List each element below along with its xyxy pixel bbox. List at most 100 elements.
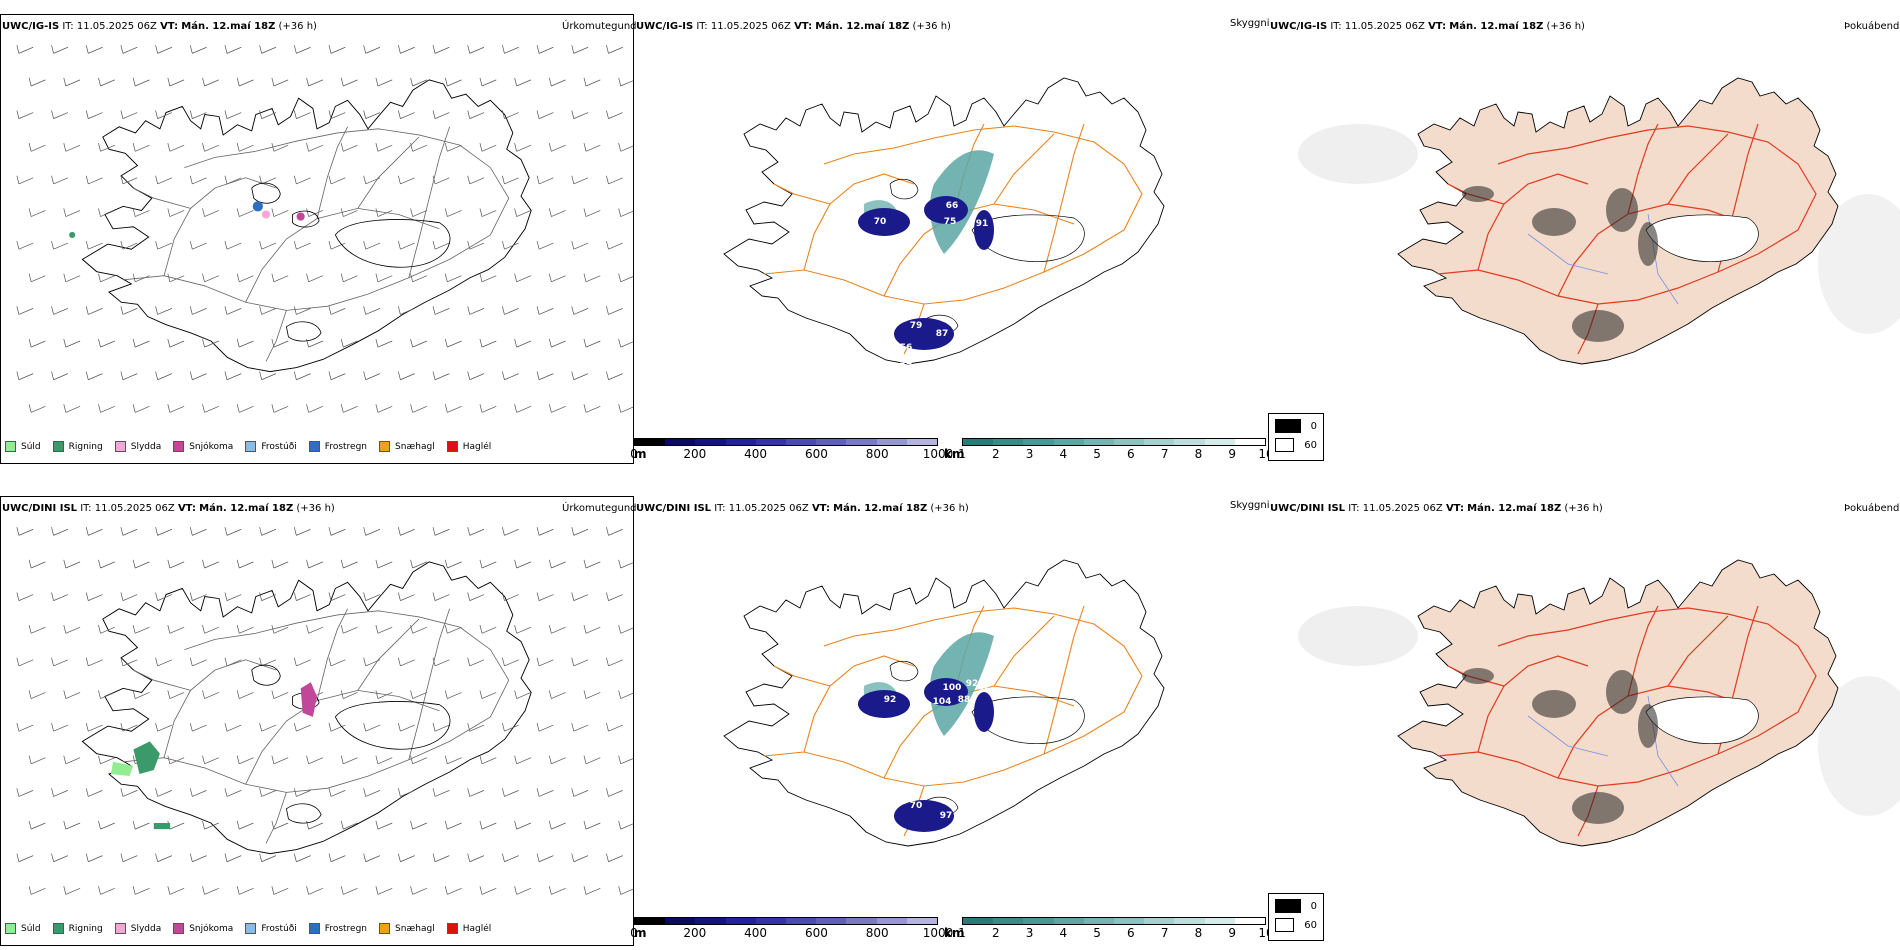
wind-barb: [259, 527, 277, 536]
wind-barb: [98, 143, 115, 152]
colorbar-cell: [1083, 439, 1115, 445]
colorbar-cell: [876, 918, 907, 924]
wind-barb: [63, 404, 81, 413]
legend-label: Rigning: [68, 923, 103, 934]
wind-barb: [85, 110, 103, 119]
wind-barb: [189, 240, 207, 250]
height-unit-row2: m: [634, 926, 647, 940]
wind-barb: [606, 788, 623, 797]
wind-barb: [202, 273, 219, 283]
cloud-base-area: [974, 692, 994, 732]
row2-visibility-header: UWC/DINI ISL IT: 11.05.2025 06Z VT: Mán.…: [636, 503, 969, 514]
road-line: [316, 608, 348, 701]
colorbar-cell: [1174, 439, 1205, 445]
wind-barb: [98, 208, 115, 217]
wind-barb: [236, 690, 254, 699]
wind-barb: [98, 820, 115, 830]
wind-barb: [51, 110, 69, 119]
cloud-base-label: 56: [900, 343, 913, 353]
wind-barb: [28, 143, 46, 152]
wind-barb: [502, 45, 519, 54]
colorbar-tick: 8: [1194, 926, 1203, 940]
wind-barb: [618, 690, 633, 699]
colorbar-tick: 8: [1194, 447, 1203, 461]
wind-barb: [224, 110, 242, 119]
wind-barb: [410, 755, 428, 765]
wind-barb: [514, 273, 532, 283]
wind-barb: [410, 143, 428, 152]
wind-barb: [224, 527, 242, 536]
cloud-base-area: [924, 678, 968, 706]
fog-legend-row2: 0 60: [1268, 893, 1324, 941]
wind-barb: [28, 625, 46, 634]
glacier-area: [1645, 214, 1759, 263]
wind-barb: [618, 559, 633, 569]
precip-legend-item: Haglél: [446, 441, 491, 452]
fog-legend-swatch: [1275, 438, 1295, 452]
road-line: [993, 133, 1055, 205]
wind-barb: [467, 788, 485, 797]
wind-barb: [224, 853, 242, 863]
iceland-map-visibility: 100 92 88 96 104 92 70 97: [723, 559, 1165, 847]
colorbar-tick: 600: [804, 447, 828, 461]
cloud-base-label: 60: [978, 259, 991, 269]
precip-legend-item: Súld: [5, 923, 41, 934]
wind-barb: [618, 755, 633, 765]
wind-barb: [51, 853, 69, 863]
colorbar-cell: [906, 439, 938, 445]
wind-barb: [467, 306, 485, 315]
wind-barb: [432, 527, 450, 536]
precip-panel-row2: Súld Rigning Slydda Snjókoma Frostúði Frostre…: [0, 496, 634, 946]
wind-barb: [51, 788, 69, 797]
wind-barb: [502, 788, 519, 797]
colorbar-tick: 9: [1228, 926, 1237, 940]
wind-barb: [259, 722, 277, 732]
wind-barb: [397, 527, 415, 536]
wind-barb: [63, 208, 81, 217]
fog-panel-row2: [1268, 496, 1900, 946]
wind-barb: [155, 527, 173, 536]
wind-barb: [189, 527, 207, 536]
colorbar-cell: [665, 918, 696, 924]
wind-barb: [375, 143, 393, 152]
wind-barb: [410, 338, 428, 348]
wind-barb: [340, 143, 358, 152]
wind-barb: [16, 45, 34, 54]
wind-barb: [51, 240, 69, 250]
sea-fog-patch: [1818, 676, 1900, 816]
legend-label: Frostúði: [261, 923, 297, 934]
wind-barb: [28, 690, 46, 699]
wind-barb: [236, 820, 254, 830]
precip-patch-rigning: [69, 231, 76, 238]
wind-barb: [236, 404, 254, 413]
colorbar-cell: [1053, 439, 1084, 445]
wind-barb: [375, 404, 393, 413]
fog-indicator-area: [1572, 792, 1624, 824]
cloud-base-area: [894, 800, 954, 832]
wind-barb: [132, 338, 150, 348]
colorbar-cell: [695, 439, 726, 445]
wind-barb: [236, 886, 254, 895]
road-line: [1437, 125, 1817, 305]
precip-patch-rigning: [153, 823, 171, 830]
wind-barb: [236, 77, 254, 87]
road-line: [1627, 605, 1659, 697]
road-line: [1667, 133, 1729, 205]
colorbar-cell: [1083, 918, 1115, 924]
wind-barb: [306, 338, 324, 348]
wind-barb: [85, 722, 103, 732]
wind-barb: [618, 208, 633, 217]
colorbar-cell: [876, 439, 907, 445]
wind-barb: [16, 853, 34, 863]
wind-barb: [63, 143, 81, 152]
wind-barb: [502, 657, 519, 667]
wind-barb: [167, 559, 185, 569]
wind-barb: [536, 788, 554, 797]
colorbar-cell: [695, 918, 726, 924]
wind-barb: [479, 273, 497, 283]
wind-barb: [132, 77, 150, 87]
wind-barb: [363, 110, 381, 119]
wind-barb: [132, 559, 150, 569]
wind-barb: [328, 722, 346, 732]
road-line: [773, 665, 831, 687]
